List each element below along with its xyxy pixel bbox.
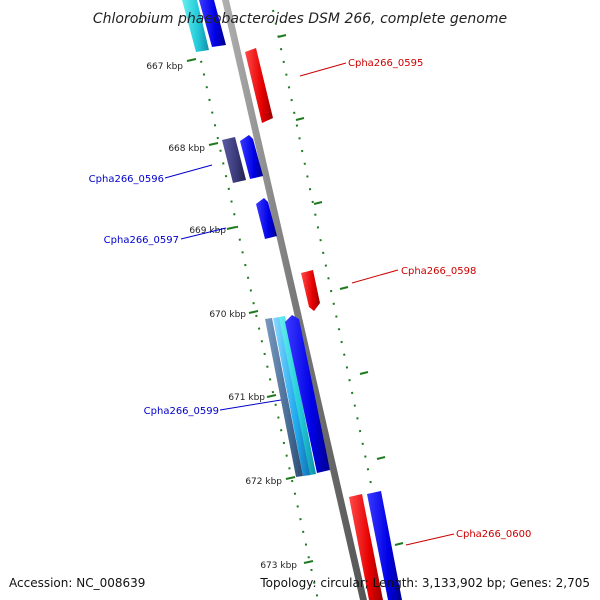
kbp-ticks	[186, 58, 314, 564]
gene-label-cpha266-0598[interactable]: Cpha266_0598	[401, 266, 476, 277]
tick-label-670: 670 kbp	[209, 310, 246, 320]
backbone	[222, 0, 367, 600]
gene-block-top[interactable]	[182, 0, 226, 52]
gene-label-cpha266-0595[interactable]: Cpha266_0595	[348, 58, 423, 69]
gene-label-cpha266-0596[interactable]: Cpha266_0596	[89, 174, 164, 185]
gene-cpha266-0597[interactable]	[256, 198, 277, 239]
gene-cpha266-0599[interactable]	[265, 315, 330, 477]
tick-label-669: 669 kbp	[189, 226, 226, 236]
gene-cpha266-0598[interactable]	[301, 270, 320, 311]
gene-cpha266-0595[interactable]	[245, 48, 273, 123]
gene-label-cpha266-0597[interactable]: Cpha266_0597	[104, 235, 179, 246]
gene-cpha266-0596[interactable]	[222, 135, 263, 183]
gene-label-cpha266-0600[interactable]: Cpha266_0600	[456, 529, 531, 540]
gene-cpha266-0600[interactable]	[349, 491, 402, 600]
tick-label-668: 668 kbp	[168, 144, 205, 154]
accession-text: Accession: NC_008639	[9, 576, 145, 590]
tick-label-673: 673 kbp	[260, 561, 297, 571]
topology-summary: Topology: circular; Length: 3,133,902 bp…	[259, 576, 590, 590]
label-leaders	[164, 62, 455, 546]
tick-label-671: 671 kbp	[228, 393, 265, 403]
gene-label-cpha266-0599[interactable]: Cpha266_0599	[144, 406, 219, 417]
outer-ticks	[277, 34, 404, 546]
tick-label-672: 672 kbp	[245, 477, 282, 487]
map-title: Chlorobium phaeobacteroides DSM 266, com…	[93, 11, 507, 27]
tick-label-667: 667 kbp	[146, 62, 183, 72]
